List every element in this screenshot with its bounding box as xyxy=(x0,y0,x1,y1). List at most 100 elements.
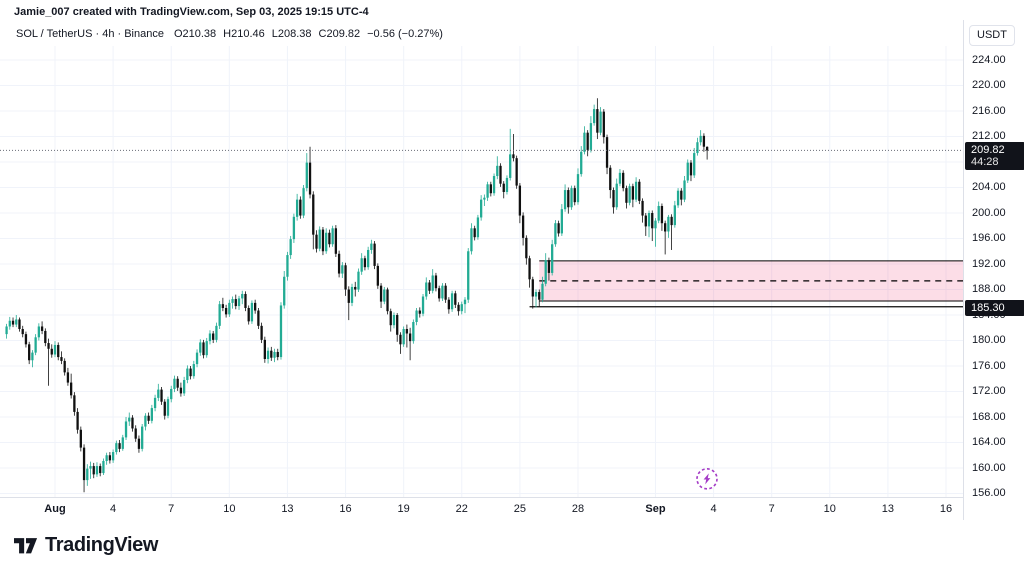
candle xyxy=(525,235,528,265)
candle xyxy=(686,159,689,184)
candle xyxy=(396,313,399,342)
candle xyxy=(570,185,573,210)
candle xyxy=(166,396,170,419)
candle xyxy=(92,462,95,479)
time-axis[interactable]: Aug 4 7 10 13 16 19 22 25 28 Sep 4 7 10 13 16 xyxy=(0,497,1024,521)
candle xyxy=(69,373,73,399)
candle xyxy=(237,295,241,310)
price-tick-label: 200.00 xyxy=(972,206,1006,219)
candle xyxy=(276,348,279,361)
price-tick-label: 196.00 xyxy=(972,232,1006,244)
candle xyxy=(483,194,486,206)
candle xyxy=(108,452,112,464)
candle xyxy=(124,417,128,440)
candle xyxy=(505,175,509,195)
candle xyxy=(489,181,492,197)
candle xyxy=(534,289,538,308)
price-tick-label: 180.00 xyxy=(972,334,1006,346)
supply-zone-rectangle[interactable] xyxy=(539,260,963,302)
candle xyxy=(496,156,499,180)
candle xyxy=(521,212,525,246)
candle xyxy=(357,268,360,293)
candle xyxy=(560,204,563,236)
candle xyxy=(315,230,318,253)
time-tick-label: 10 xyxy=(823,503,836,515)
candle xyxy=(199,339,202,356)
currency-toggle-button[interactable]: USDT xyxy=(969,25,1015,46)
candle xyxy=(99,463,102,477)
candle xyxy=(50,344,53,358)
candle xyxy=(73,392,76,416)
candle xyxy=(576,168,580,205)
candle xyxy=(434,272,438,292)
candle xyxy=(673,200,676,228)
candle xyxy=(195,349,199,368)
candle xyxy=(134,425,137,442)
candle xyxy=(344,262,347,296)
candle xyxy=(28,341,31,365)
candle xyxy=(299,196,302,219)
time-tick-label: 4 xyxy=(710,503,717,515)
candle xyxy=(221,297,225,312)
candle xyxy=(350,283,354,307)
candle xyxy=(447,297,451,314)
candle xyxy=(144,413,147,431)
candle xyxy=(547,257,551,281)
candle xyxy=(147,412,150,425)
symbol-title[interactable]: SOL / TetherUS · 4h · Binance xyxy=(16,28,164,40)
candle xyxy=(589,116,593,153)
candle xyxy=(363,255,367,271)
price-axis[interactable]: USDT 224.00220.00216.00212.00208.00204.0… xyxy=(963,20,1024,520)
chart-canvas[interactable] xyxy=(0,0,963,497)
candle xyxy=(383,286,386,305)
candle xyxy=(399,332,402,354)
candle xyxy=(189,366,192,380)
candle xyxy=(512,133,515,162)
candle xyxy=(425,277,428,300)
candle xyxy=(128,412,131,426)
candle xyxy=(321,227,325,256)
time-tick-label: 25 xyxy=(513,503,526,515)
candle xyxy=(257,307,260,330)
candle xyxy=(263,336,266,363)
candle xyxy=(366,246,370,270)
candle xyxy=(212,330,215,344)
candle xyxy=(460,301,463,315)
candle xyxy=(283,271,286,309)
candle xyxy=(528,255,531,288)
candle xyxy=(218,300,221,330)
candle xyxy=(386,287,389,315)
price-tick-label: 156.00 xyxy=(972,487,1006,499)
candle xyxy=(325,228,328,254)
candle xyxy=(331,225,334,247)
candle xyxy=(254,299,257,314)
time-tick-label: 7 xyxy=(168,503,175,515)
candle xyxy=(699,130,702,146)
last-price-label: 209.82 44:28 xyxy=(965,142,1024,171)
candle xyxy=(53,341,57,358)
candle xyxy=(302,184,305,219)
time-tick-label: 22 xyxy=(455,503,468,515)
candle xyxy=(370,239,373,254)
price-tick-label: 168.00 xyxy=(972,410,1006,423)
candle xyxy=(202,339,205,359)
candle xyxy=(557,220,560,237)
candle xyxy=(580,146,583,177)
candle xyxy=(8,316,11,330)
candle xyxy=(179,382,183,397)
candle xyxy=(273,348,276,363)
candle xyxy=(415,307,418,326)
candle xyxy=(544,253,547,287)
candle xyxy=(573,185,576,206)
candle xyxy=(192,360,195,379)
price-tick-label: 192.00 xyxy=(972,257,1006,270)
tradingview-logo[interactable]: TradingView xyxy=(14,534,158,557)
candle xyxy=(450,290,454,312)
candle xyxy=(596,98,599,140)
candle xyxy=(286,251,289,281)
candle xyxy=(173,375,176,393)
event-lightning-icon[interactable] xyxy=(696,468,718,490)
candle xyxy=(115,440,118,455)
candle xyxy=(612,187,615,214)
candle xyxy=(141,424,144,452)
